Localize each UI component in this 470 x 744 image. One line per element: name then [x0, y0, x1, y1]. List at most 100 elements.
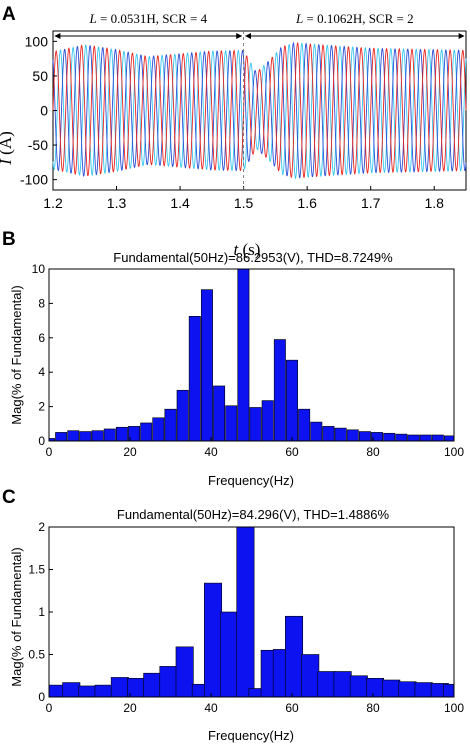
bar [103, 428, 116, 442]
annotation-variable: L [89, 11, 97, 26]
x-tick-label: 1.5 [234, 195, 254, 211]
y-tick-label: -50 [28, 137, 48, 153]
y-tick-label: 1 [38, 605, 45, 619]
panel-c-bars [48, 526, 455, 698]
y-tick-label: 100 [25, 33, 49, 49]
bar [358, 431, 371, 442]
panel-b-bars [48, 268, 455, 442]
x-tick-label: 1.7 [361, 195, 381, 211]
panel-c-xlabel: Frequency(Hz) [208, 728, 294, 743]
panel-c-ylabel: Mag(% of Fundamental) [9, 547, 24, 686]
bar [143, 672, 162, 698]
bar [414, 682, 433, 698]
bar [225, 405, 238, 442]
bar [346, 429, 359, 442]
x-tick-label: 80 [366, 445, 380, 459]
y-tick-label: 0 [38, 434, 45, 448]
bar [431, 434, 444, 442]
panel-letter-a: A [2, 4, 16, 25]
bar [176, 389, 189, 442]
bar [78, 685, 97, 698]
panel-a-annotations: L = 0.0531H, SCR = 4 L = 0.1062H, SCR = 2 [54, 11, 465, 190]
phase-a-line [52, 42, 467, 179]
panel-b-axes-frame [48, 268, 455, 442]
panel-a-ticks: 1.2 1.3 1.4 1.5 1.6 1.7 1.8 100 50 0 -50 -100 [20, 33, 444, 211]
x-tick-label: 20 [123, 701, 137, 715]
bar [273, 339, 286, 442]
y-tick-label: 0 [38, 690, 45, 704]
x-tick-label: 20 [123, 445, 137, 459]
bar [91, 430, 104, 442]
bar [442, 683, 455, 698]
bar [164, 408, 177, 442]
x-tick-label: 40 [204, 445, 218, 459]
y-tick-label: 50 [32, 68, 48, 84]
bar [115, 426, 128, 442]
bar [152, 417, 165, 442]
bar [317, 671, 336, 698]
panel-letter-c: C [2, 487, 16, 508]
bar [419, 434, 432, 442]
bar [366, 677, 385, 698]
bar [301, 654, 320, 698]
bar [220, 611, 239, 698]
bar [188, 315, 201, 442]
bar [79, 431, 92, 442]
panel-c-title: Fundamental(50Hz)=84.296(V), THD=1.4886% [117, 507, 390, 522]
y-tick-label: 4 [38, 365, 45, 379]
x-tick-label: 1.2 [43, 195, 63, 211]
bar [349, 675, 368, 698]
x-tick-label: 60 [285, 445, 299, 459]
bar [236, 526, 255, 698]
y-tick-label: 6 [38, 331, 45, 345]
panel-a-time-series: 1.2 1.3 1.4 1.5 1.6 1.7 1.8 100 50 0 -50 -100 L = 0… [0, 11, 467, 259]
y-tick-label: 0 [40, 103, 48, 119]
bar [55, 432, 68, 442]
bar [67, 430, 80, 442]
x-tick-label: 1.4 [170, 195, 190, 211]
bar [62, 682, 81, 698]
annotation-label: L = 0.1062H, SCR = 2 [295, 11, 414, 26]
bar [200, 289, 213, 442]
bar [443, 435, 455, 442]
x-tick-label: 100 [444, 445, 464, 459]
x-tick-label: 60 [285, 701, 299, 715]
x-tick-label: 40 [204, 701, 218, 715]
x-tick-label: 0 [46, 445, 53, 459]
panel-b-title: Fundamental(50Hz)=86.2953(V), THD=8.7249… [113, 250, 393, 265]
bar [398, 681, 417, 698]
bar [249, 407, 262, 442]
y-tick-label: 8 [38, 296, 45, 310]
y-tick-label: 0.5 [28, 648, 45, 662]
x-tick-label: 1.8 [424, 195, 444, 211]
panel-a-waveforms [52, 41, 467, 180]
annotation-value: = 0.0531H, SCR = 4 [97, 11, 208, 26]
panel-a-xlabel: t (s) [234, 240, 261, 259]
bar [383, 432, 396, 442]
bar [237, 268, 250, 442]
annotation-variable: L [295, 11, 303, 26]
y-tick-label: -100 [20, 172, 48, 188]
bar [322, 426, 335, 442]
y-tick-label: 2 [38, 520, 45, 534]
annotation-label: L = 0.0531H, SCR = 4 [89, 11, 208, 26]
bar [140, 422, 153, 442]
panel-letter-b: B [2, 229, 16, 250]
bar [334, 427, 347, 442]
y-tick-label: 10 [32, 262, 46, 276]
bar [382, 679, 401, 698]
bar [395, 433, 408, 442]
bar [204, 582, 223, 698]
bar [175, 646, 194, 698]
x-tick-label: 0 [46, 701, 53, 715]
bar [298, 408, 311, 442]
bar [94, 684, 113, 698]
x-tick-label: 1.6 [297, 195, 317, 211]
bar [213, 385, 226, 442]
panel-b-spectrum: Fundamental(50Hz)=86.2953(V), THD=8.7249… [9, 250, 464, 488]
panel-c-ticks: 0 20 40 60 80 100 0 0.5 1 1.5 2 [28, 520, 464, 715]
panel-b-ylabel: Mag(% of Fundamental) [9, 285, 24, 424]
panel-b-xlabel: Frequency(Hz) [208, 473, 294, 488]
panel-c-spectrum: Fundamental(50Hz)=84.296(V), THD=1.4886%… [9, 507, 464, 743]
